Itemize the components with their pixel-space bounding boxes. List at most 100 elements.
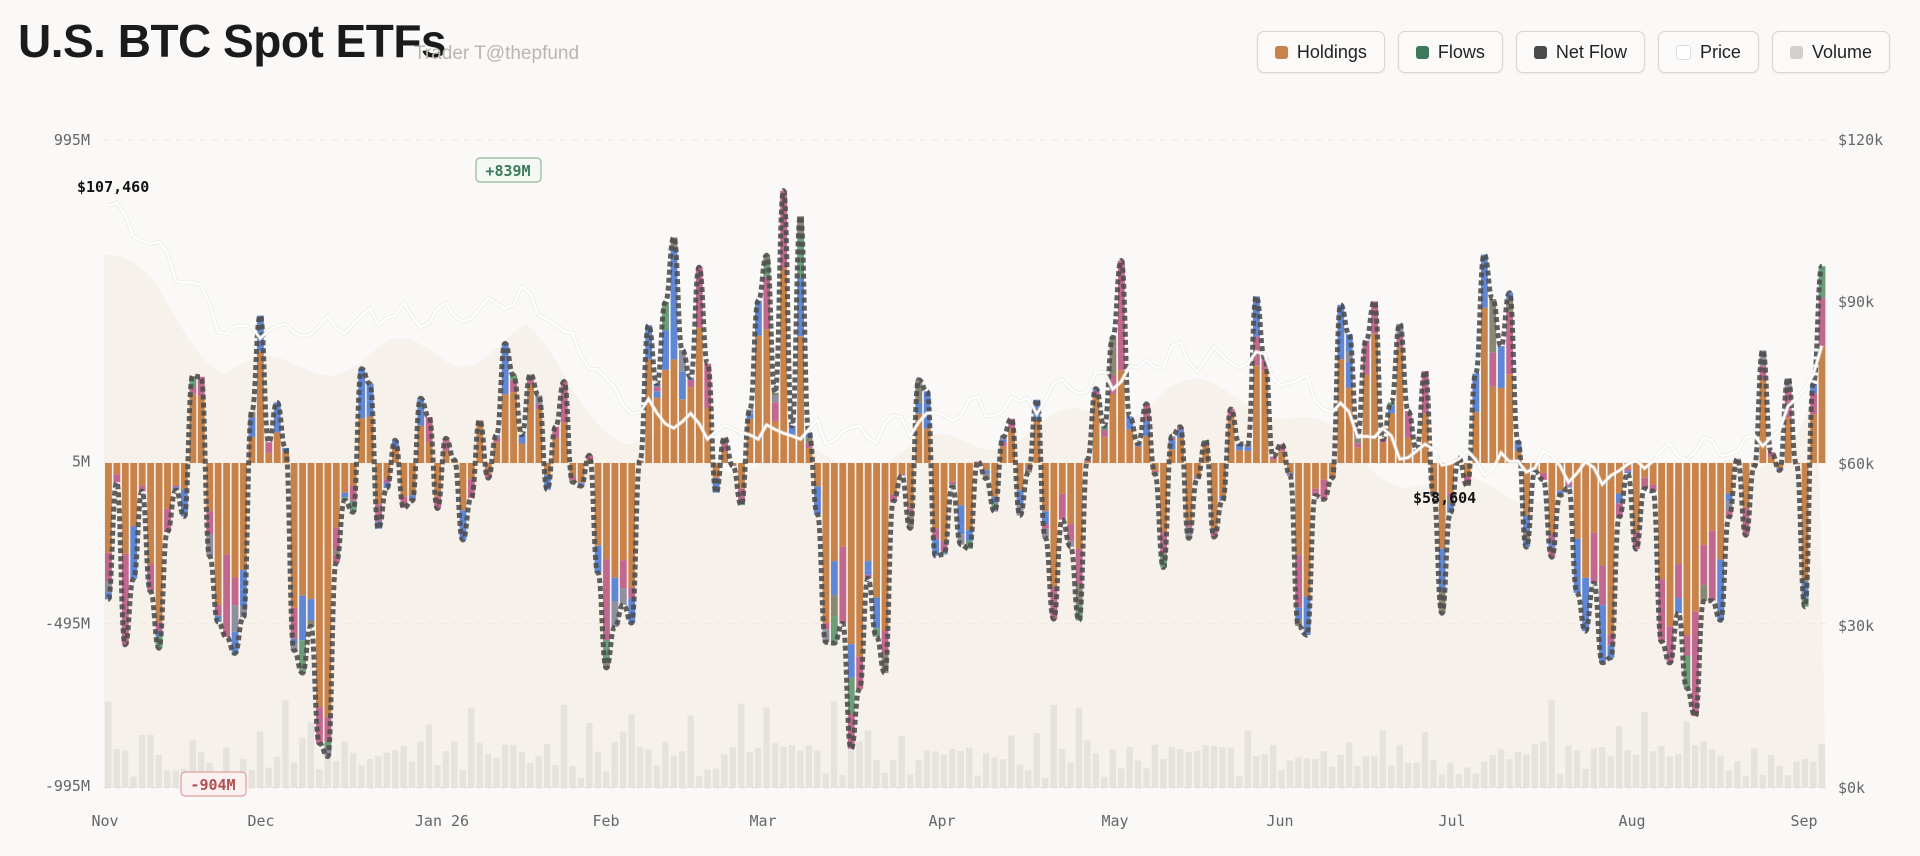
flow-bar-segment bbox=[1050, 586, 1058, 620]
volume-bar bbox=[923, 750, 931, 788]
flow-bar-segment bbox=[653, 386, 661, 392]
volume-bar bbox=[113, 749, 120, 788]
flow-bar-segment bbox=[1540, 473, 1547, 480]
flow-bar-segment bbox=[586, 455, 593, 460]
flow-bar-segment bbox=[1556, 490, 1564, 495]
flow-bar-segment bbox=[316, 463, 323, 708]
volume-bar bbox=[1033, 733, 1040, 788]
flow-bar-segment bbox=[662, 302, 669, 331]
y-left-tick-label: -495M bbox=[45, 615, 90, 633]
flow-bar-segment bbox=[1582, 577, 1590, 632]
x-tick-label: Apr bbox=[928, 812, 955, 830]
flow-bar-segment bbox=[1784, 388, 1792, 418]
flow-bar-segment bbox=[1675, 564, 1682, 598]
flow-bar-segment bbox=[1261, 370, 1269, 463]
volume-bar bbox=[147, 734, 154, 788]
volume-bar bbox=[1447, 762, 1454, 788]
flow-bar-segment bbox=[290, 463, 298, 608]
flow-bar-segment bbox=[358, 386, 366, 419]
x-tick-label: Aug bbox=[1618, 812, 1645, 830]
volume-bar bbox=[417, 741, 424, 788]
volume-bar bbox=[349, 752, 357, 788]
flow-bar-segment bbox=[180, 489, 188, 517]
volume-bar bbox=[105, 701, 112, 788]
flow-bar-segment bbox=[999, 446, 1007, 463]
y-right-tick-label: $60k bbox=[1838, 455, 1874, 473]
flow-bar-segment bbox=[172, 485, 180, 487]
legend-button-flows[interactable]: Flows bbox=[1397, 31, 1503, 73]
flow-bar-segment bbox=[577, 463, 585, 483]
flow-bar-segment bbox=[1523, 515, 1530, 532]
flow-bar-segment bbox=[425, 442, 433, 463]
flow-bar-segment bbox=[1480, 254, 1488, 308]
volume-bar bbox=[1041, 777, 1049, 788]
volume-bar bbox=[974, 775, 981, 788]
flow-bar-segment bbox=[240, 463, 247, 571]
flow-bar-segment bbox=[147, 564, 155, 592]
price-low-label: $58,604 bbox=[1413, 489, 1476, 507]
flow-bar-segment bbox=[1818, 346, 1826, 463]
volume-bar bbox=[1253, 756, 1260, 788]
flow-bar-segment bbox=[1033, 420, 1041, 463]
page-subtitle: Trader T@thepfund bbox=[414, 43, 580, 64]
flow-bar-segment bbox=[1337, 359, 1345, 463]
flow-bar-segment bbox=[1295, 555, 1303, 608]
flow-bar-segment bbox=[1742, 463, 1750, 509]
volume-bar bbox=[1404, 763, 1412, 788]
flow-bar-segment bbox=[856, 463, 864, 657]
flow-bar-segment bbox=[189, 378, 197, 388]
flow-bar-segment bbox=[881, 463, 889, 631]
volume-bar bbox=[375, 756, 382, 788]
flow-bar-segment bbox=[704, 407, 712, 463]
flow-bar-segment bbox=[1337, 304, 1345, 360]
legend-button-net-flow[interactable]: Net Flow bbox=[1515, 31, 1645, 73]
volume-bar bbox=[1371, 756, 1378, 788]
flow-bar-segment bbox=[1067, 523, 1075, 541]
y-right-tick-label: $30k bbox=[1838, 617, 1874, 635]
flow-bar-segment bbox=[1464, 463, 1471, 476]
flow-bar-segment bbox=[1514, 441, 1522, 452]
flow-bar-segment bbox=[349, 463, 357, 486]
flow-bar-segment bbox=[248, 417, 256, 437]
legend-button-volume[interactable]: Volume bbox=[1771, 31, 1890, 73]
flow-bar-segment bbox=[653, 383, 661, 387]
y-right-tick-label: $0k bbox=[1838, 779, 1865, 797]
volume-bar bbox=[1058, 748, 1066, 788]
legend-button-holdings[interactable]: Holdings bbox=[1256, 31, 1385, 73]
volume-bar bbox=[1514, 751, 1522, 788]
legend-button-price[interactable]: Price bbox=[1657, 31, 1759, 73]
volume-bar bbox=[645, 749, 652, 788]
flow-bar-segment bbox=[1303, 463, 1311, 597]
volume-bar bbox=[484, 753, 492, 788]
flow-bar-segment bbox=[1253, 365, 1260, 463]
flow-bar-segment bbox=[1810, 414, 1817, 463]
flow-bar-segment bbox=[670, 286, 678, 360]
flow-bar-segment bbox=[476, 425, 484, 463]
volume-bar bbox=[1438, 774, 1446, 788]
volume-bar bbox=[1354, 765, 1361, 788]
flow-bar-segment bbox=[1691, 463, 1699, 612]
volume-bar bbox=[1506, 759, 1513, 788]
volume-bar bbox=[560, 704, 568, 788]
flow-bar-segment bbox=[1675, 463, 1682, 565]
flow-bar-segment bbox=[358, 418, 366, 463]
max-flow-label: +839M bbox=[485, 162, 530, 180]
flow-bar-segment bbox=[459, 510, 467, 540]
flow-bar-segment bbox=[1464, 475, 1471, 483]
volume-bar bbox=[1008, 735, 1015, 788]
flow-bar-segment bbox=[1548, 533, 1556, 542]
volume-bar bbox=[949, 748, 956, 788]
flow-bar-segment bbox=[847, 463, 855, 645]
price-line bbox=[107, 200, 1824, 488]
volume-bar bbox=[1717, 756, 1724, 788]
volume-bar bbox=[1143, 768, 1150, 788]
flow-bar-segment bbox=[1320, 479, 1328, 500]
volume-bar bbox=[687, 715, 694, 788]
flow-bar-segment bbox=[797, 216, 805, 239]
volume-bar bbox=[569, 766, 576, 788]
flow-bar-segment bbox=[1700, 544, 1708, 586]
volume-bar bbox=[1590, 748, 1598, 788]
flow-bar-segment bbox=[105, 463, 112, 553]
volume-bar bbox=[1751, 748, 1758, 788]
flow-bar-segment bbox=[265, 442, 273, 453]
